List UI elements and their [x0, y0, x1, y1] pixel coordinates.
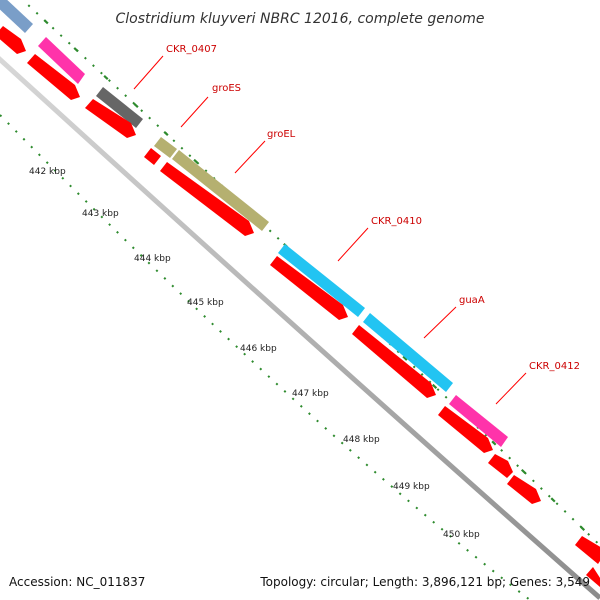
gene-label-ckr0407: CKR_0407: [166, 44, 217, 55]
genome-backbone: [0, 56, 600, 600]
leader-line-ckr0407: [133, 55, 164, 90]
feature-ring: [0, 0, 508, 447]
cds-arrow: [586, 567, 600, 587]
dotted-ring-line: [21, 0, 600, 547]
cds-arrow: [160, 162, 254, 236]
leader-lines: [133, 55, 527, 405]
feature-block-pink-ckr0412: [449, 395, 508, 447]
leader-line-groes: [180, 96, 209, 128]
accession-text: Accession: NC_011837: [9, 575, 145, 589]
gene-labels: CKR_0407 groES groEL CKR_0410 guaA CKR_0…: [166, 44, 580, 372]
leader-line-groel: [234, 140, 266, 174]
feature-block-pink: [38, 37, 85, 84]
outer-dotted-ring: [21, 0, 600, 547]
feature-block-steel: [0, 0, 33, 33]
kbp-label: 444 kbp: [134, 254, 171, 264]
inner-dotted-line: [0, 114, 531, 600]
cds-arrow: [575, 536, 600, 564]
kbp-label: 443 kbp: [82, 209, 119, 219]
kbp-labels: 442 kbp 443 kbp 444 kbp 445 kbp 446 kbp …: [29, 167, 480, 540]
leader-line-ckr0412: [495, 372, 527, 405]
cds-arrow: [488, 454, 513, 478]
map-title: Clostridium kluyveri NBRC 12016, complet…: [115, 11, 484, 27]
inner-dotted-ring: [0, 114, 531, 600]
kbp-label: 442 kbp: [29, 167, 66, 177]
feature-block-olive-groes: [154, 137, 177, 158]
cds-arrow: [144, 148, 161, 165]
gene-label-groes: groES: [212, 83, 241, 94]
feature-block-cyan-ckr0410: [278, 244, 365, 317]
dash-ring-line: [21, 0, 600, 547]
kbp-label: 445 kbp: [187, 298, 224, 308]
feature-block-olive-groel: [172, 150, 269, 231]
gene-label-ckr0410: CKR_0410: [371, 216, 422, 227]
kbp-label: 447 kbp: [292, 389, 329, 399]
kbp-label: 450 kbp: [443, 530, 480, 540]
leader-line-guaa: [423, 306, 457, 339]
gene-label-groel: groEL: [267, 129, 296, 140]
cds-arrow: [27, 54, 80, 100]
kbp-label: 448 kbp: [343, 435, 380, 445]
cds-arrow: [85, 99, 136, 138]
topology-summary: Topology: circular; Length: 3,896,121 bp…: [259, 575, 590, 589]
cds-arrow: [507, 475, 541, 504]
kbp-label: 446 kbp: [240, 344, 277, 354]
leader-line-ckr0410: [337, 227, 369, 262]
gene-label-guaa: guaA: [459, 295, 485, 306]
feature-block-cyan-guaa: [363, 313, 453, 392]
cds-arrow: [0, 26, 26, 54]
outer-dash-ring: [21, 0, 600, 547]
cds-ring: [0, 26, 600, 587]
cds-arrow: [270, 256, 348, 320]
cds-arrow: [438, 406, 493, 453]
cds-arrow: [352, 325, 436, 398]
kbp-label: 449 kbp: [393, 482, 430, 492]
feature-block-gray: [96, 87, 143, 128]
gene-label-ckr0412: CKR_0412: [529, 361, 580, 372]
